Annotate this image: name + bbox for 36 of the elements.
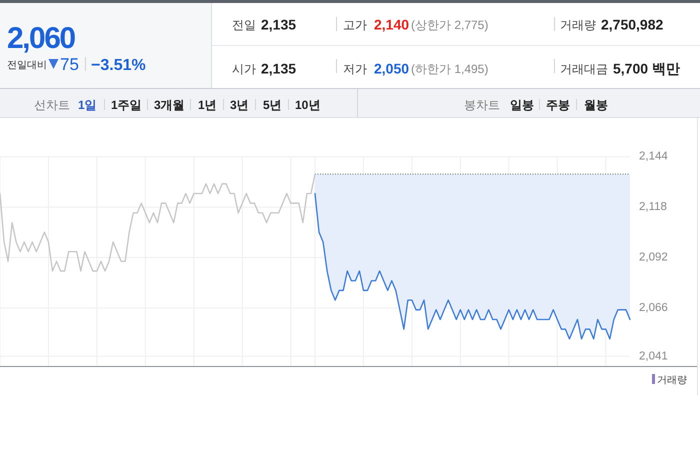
text: 월봉 xyxy=(584,98,608,112)
y-tick-label: 2,066 xyxy=(639,302,668,314)
y-tick-label: 2,118 xyxy=(639,201,667,214)
text: 봉차트 xyxy=(464,98,500,112)
text: 저가 xyxy=(343,62,367,76)
y-tick-label: 2,144 xyxy=(639,150,668,163)
text: 3년 xyxy=(230,98,249,112)
text: 일봉 xyxy=(510,98,534,112)
text: 주봉 xyxy=(546,98,570,112)
text: (상한가 2,775) xyxy=(411,18,488,32)
text: 2,050 xyxy=(374,60,410,76)
text: 1주일 xyxy=(111,98,142,112)
text: 5년 xyxy=(263,98,282,112)
text: 선차트 xyxy=(34,98,70,112)
text: 전일 xyxy=(232,18,256,32)
text: −3.51% xyxy=(91,57,146,74)
text: 75 xyxy=(60,55,79,74)
text: 전일대비 xyxy=(7,60,47,71)
text: 2,135 xyxy=(261,16,296,32)
text: 1일 xyxy=(78,98,97,112)
y-tick-label: 2,041 xyxy=(639,350,668,362)
text: 시가 xyxy=(232,62,256,76)
text: 3개월 xyxy=(154,98,185,112)
text: 고가 xyxy=(343,18,367,32)
text: 5,700 백만 xyxy=(613,60,680,76)
text: 10년 xyxy=(295,98,320,112)
text: 2,750,982 xyxy=(601,16,664,32)
text: 거래량 xyxy=(560,18,596,32)
text: 2,140 xyxy=(374,16,410,32)
text: 거래량 xyxy=(657,375,687,386)
y-tick-label: 2,092 xyxy=(639,251,668,264)
text: 1년 xyxy=(198,98,217,112)
text: 2,135 xyxy=(261,60,296,76)
text: (하한가 1,495) xyxy=(411,62,488,76)
text: 2,060 xyxy=(7,22,76,55)
text: 거래대금 xyxy=(560,62,608,76)
